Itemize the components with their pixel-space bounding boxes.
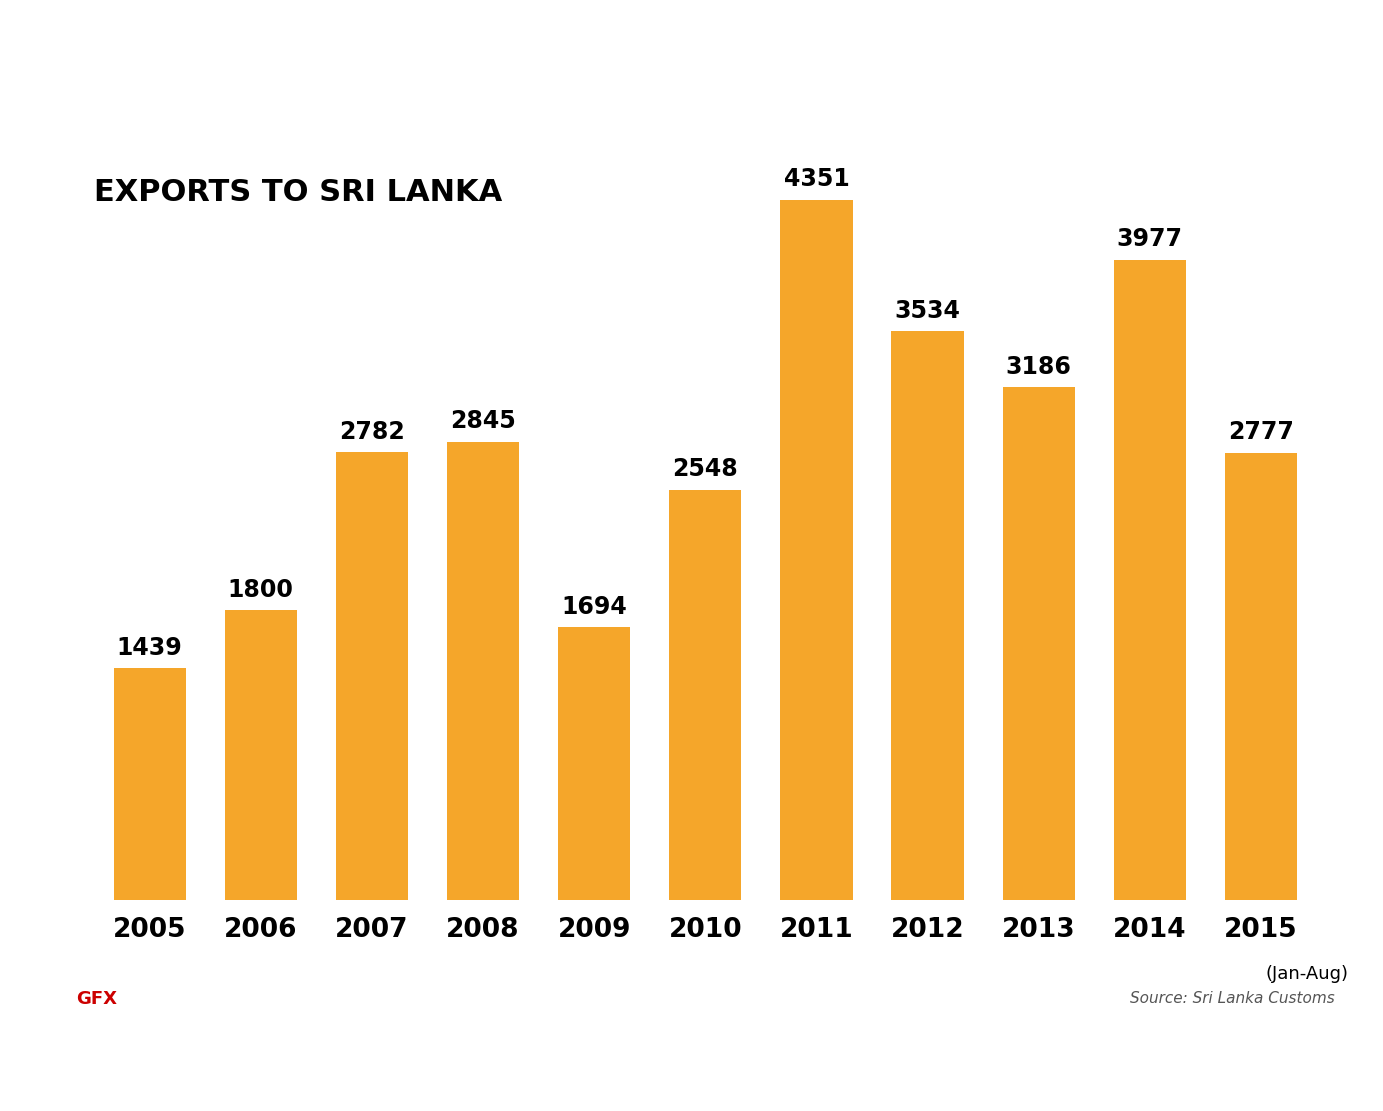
Text: 3534: 3534 bbox=[895, 299, 961, 322]
Text: 1694: 1694 bbox=[561, 594, 626, 619]
Bar bbox=[1003, 388, 1075, 900]
Text: 3977: 3977 bbox=[1117, 228, 1182, 251]
Bar bbox=[224, 610, 297, 900]
Text: (Jan-Aug): (Jan-Aug) bbox=[1265, 965, 1348, 983]
Bar bbox=[113, 669, 185, 900]
Bar bbox=[1113, 260, 1187, 900]
Text: 3186: 3186 bbox=[1005, 354, 1072, 379]
Text: ETV BHARAT: ETV BHARAT bbox=[126, 990, 214, 1002]
Text: Source: Sri Lanka Customs: Source: Sri Lanka Customs bbox=[1130, 991, 1335, 1007]
Bar bbox=[559, 628, 631, 900]
Text: 2845: 2845 bbox=[451, 410, 516, 433]
Text: 4351: 4351 bbox=[784, 167, 849, 191]
Bar bbox=[447, 442, 519, 900]
Text: EXPORTS TO SRI LANKA: EXPORTS TO SRI LANKA bbox=[94, 178, 502, 207]
Text: 2548: 2548 bbox=[672, 458, 739, 481]
Bar bbox=[336, 452, 408, 900]
Text: 1439: 1439 bbox=[116, 635, 183, 660]
Text: For More Info Download   APP     App Store        Google Play: For More Info Download APP App Store Goo… bbox=[361, 1052, 1022, 1072]
Text: BILATERAL TRADE FIGURES (US$ MILLION): BILATERAL TRADE FIGURES (US$ MILLION) bbox=[127, 30, 1256, 76]
Text: 2777: 2777 bbox=[1228, 420, 1294, 444]
Text: 1800: 1800 bbox=[228, 578, 293, 601]
Bar bbox=[1225, 453, 1297, 900]
Bar bbox=[669, 490, 741, 900]
Bar bbox=[892, 331, 964, 900]
Text: 2782: 2782 bbox=[339, 420, 405, 443]
Bar bbox=[780, 200, 852, 900]
Text: GFX: GFX bbox=[76, 990, 118, 1008]
